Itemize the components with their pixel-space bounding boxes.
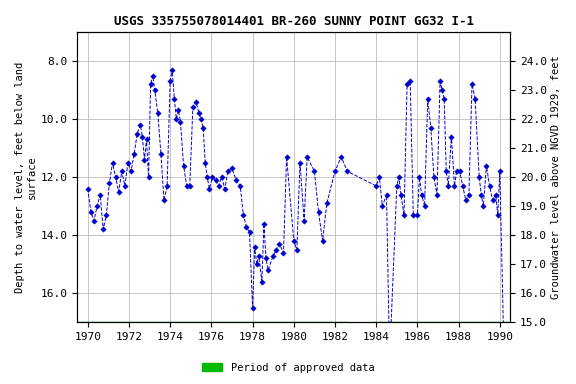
Title: USGS 335755078014401 BR-260 SUNNY POINT GG32 I-1: USGS 335755078014401 BR-260 SUNNY POINT …: [114, 15, 474, 28]
Bar: [78, 323, 350, 333]
Legend: Period of approved data: Period of approved data: [198, 359, 378, 377]
Y-axis label: Depth to water level, feet below land
surface: Depth to water level, feet below land su…: [15, 61, 37, 293]
Bar: [372, 323, 510, 333]
Y-axis label: Groundwater level above NGVD 1929, feet: Groundwater level above NGVD 1929, feet: [551, 55, 561, 299]
